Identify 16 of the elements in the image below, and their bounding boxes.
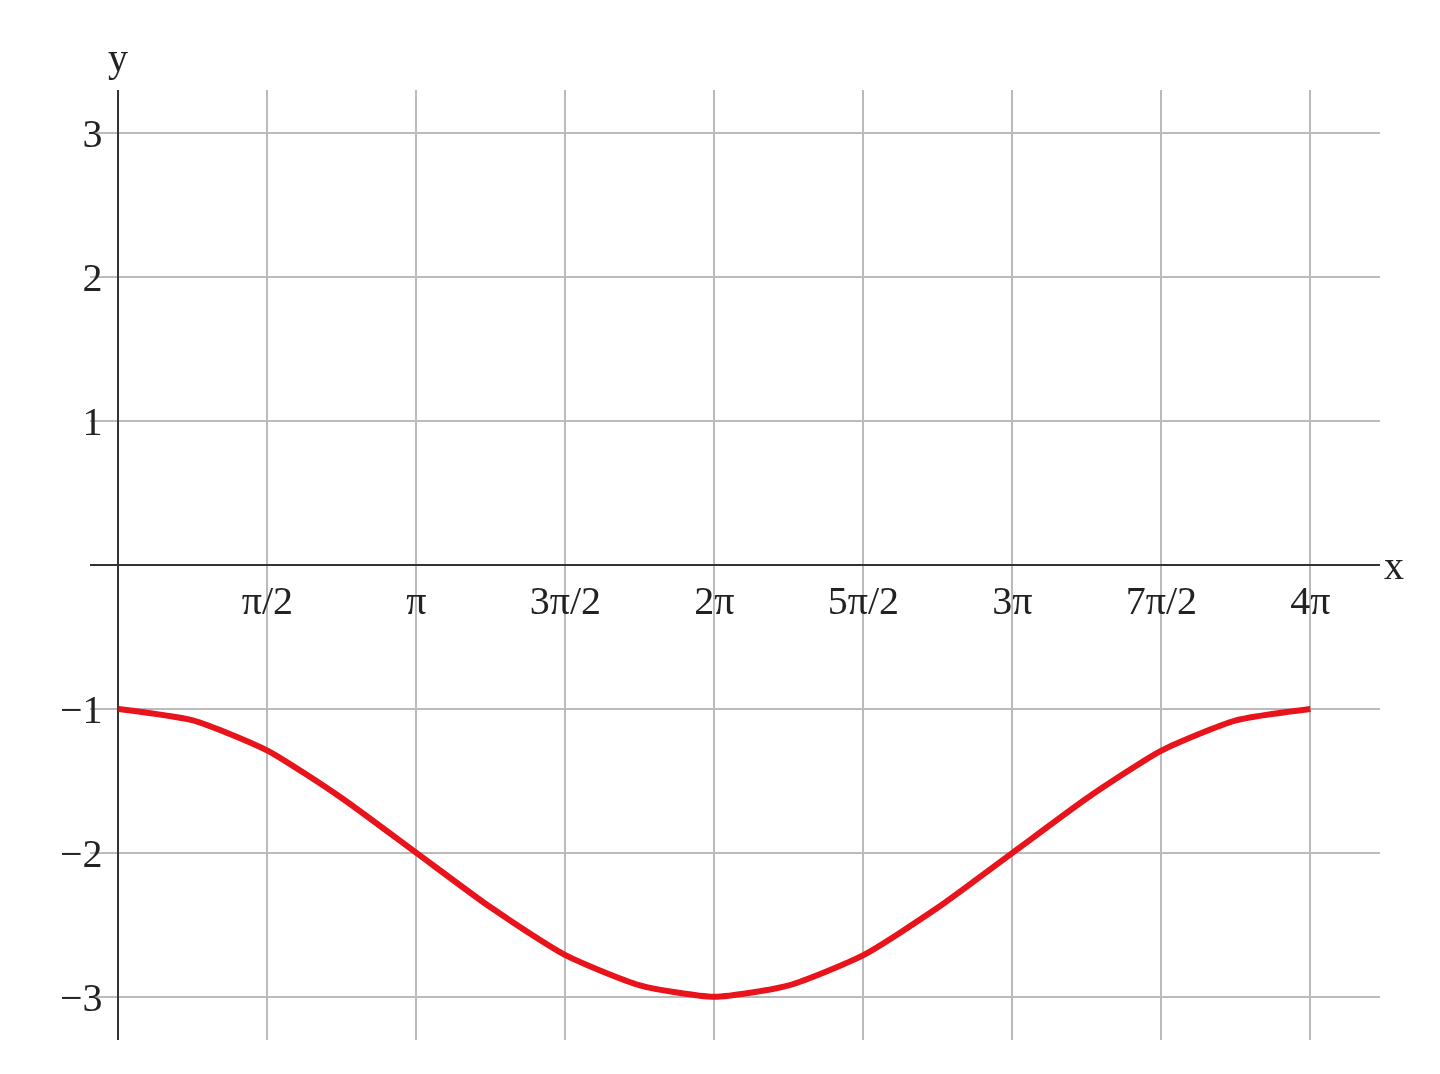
x-tick-label: π bbox=[406, 578, 427, 623]
y-tick-label: −2 bbox=[59, 830, 103, 876]
y-tick-label: −3 bbox=[59, 974, 103, 1020]
y-tick-label: −1 bbox=[59, 686, 103, 732]
x-tick-label: π/2 bbox=[241, 578, 294, 623]
y-tick-label: 2 bbox=[82, 255, 103, 301]
x-tick-label: 4π bbox=[1290, 578, 1331, 623]
x-axis-title: x bbox=[1384, 543, 1404, 588]
x-tick-label: 3π/2 bbox=[529, 578, 602, 623]
x-tick-label: 3π bbox=[992, 578, 1033, 623]
y-tick-label: 1 bbox=[82, 399, 103, 445]
x-tick-label: 7π/2 bbox=[1125, 578, 1198, 623]
x-tick-label: 5π/2 bbox=[827, 578, 900, 623]
x-tick-label: 2π bbox=[694, 578, 735, 623]
y-axis-title: y bbox=[108, 35, 128, 80]
y-tick-label: 3 bbox=[82, 111, 103, 157]
